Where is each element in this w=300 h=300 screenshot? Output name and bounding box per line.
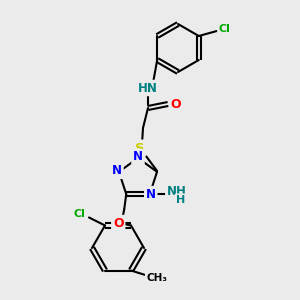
Text: Cl: Cl bbox=[219, 24, 231, 34]
Text: HN: HN bbox=[138, 82, 158, 94]
Text: O: O bbox=[171, 98, 181, 110]
Text: N: N bbox=[133, 151, 143, 164]
Text: S: S bbox=[135, 142, 145, 154]
Text: NH: NH bbox=[167, 185, 187, 198]
Text: CH₃: CH₃ bbox=[146, 272, 167, 283]
Text: H: H bbox=[176, 195, 185, 205]
Text: O: O bbox=[113, 217, 124, 230]
Text: Cl: Cl bbox=[73, 209, 85, 220]
Text: N: N bbox=[146, 188, 156, 201]
Text: N: N bbox=[112, 164, 122, 177]
